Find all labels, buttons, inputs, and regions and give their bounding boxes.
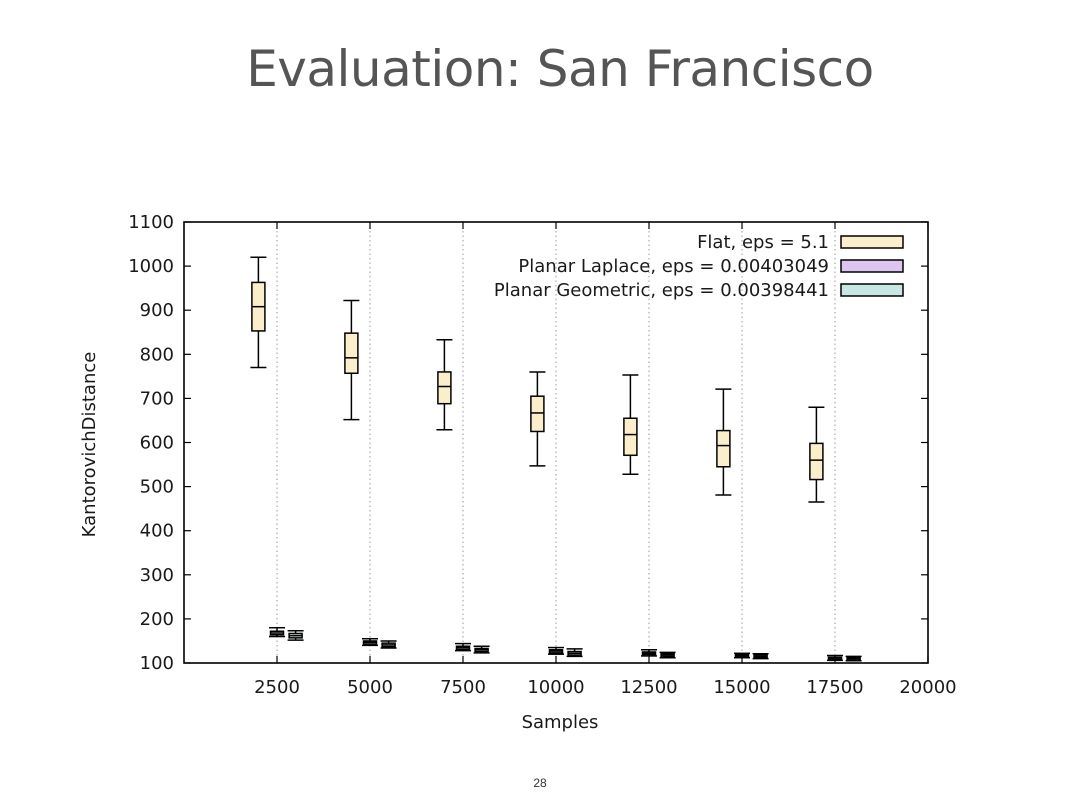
box (380, 640, 397, 649)
y-tick-label: 1000 (128, 256, 174, 277)
box (455, 642, 471, 652)
legend-item: Flat, eps = 5.1 (697, 232, 904, 253)
iqr-box (530, 395, 545, 433)
iqr-box (809, 442, 824, 481)
box (362, 637, 378, 647)
legend-item: Planar Geometric, eps = 0.00398441 (494, 280, 904, 301)
iqr-box (437, 371, 452, 405)
legend-label: Planar Geometric, eps = 0.00398441 (494, 280, 829, 301)
y-tick-label: 500 (140, 477, 174, 498)
box (715, 388, 732, 496)
iqr-box (716, 429, 731, 468)
slide-title: Evaluation: San Francisco (246, 40, 874, 98)
series-planar-laplace (269, 626, 843, 662)
box (845, 655, 862, 662)
legend-swatch (840, 259, 904, 273)
iqr-box (623, 417, 638, 457)
page-number: 28 (533, 776, 547, 790)
y-tick-label: 400 (140, 521, 174, 542)
legend-label: Planar Laplace, eps = 0.00403049 (518, 256, 829, 277)
y-tick-label: 100 (140, 653, 174, 674)
box (659, 651, 676, 659)
x-tick-label: 17500 (806, 677, 863, 698)
y-tick-label: 600 (140, 433, 174, 454)
plot-frame (183, 221, 929, 664)
legend-label: Flat, eps = 5.1 (697, 232, 829, 253)
y-tick-label: 900 (140, 300, 174, 321)
box (566, 648, 583, 658)
series-planar-geometric (287, 630, 862, 662)
y-tick-label: 800 (140, 344, 174, 365)
box (734, 652, 750, 659)
tick-labels: 2500 5000 7500 10000 12500 15000 17500 20000 100… (128, 212, 956, 698)
y-tick-label: 200 (140, 609, 174, 630)
iqr-box (344, 332, 359, 375)
y-tick-label: 1100 (128, 212, 174, 233)
x-tick-label: 7500 (440, 677, 486, 698)
grid-lines (276, 222, 836, 663)
legend-item: Planar Laplace, eps = 0.00403049 (518, 256, 904, 277)
x-tick-label: 20000 (899, 677, 956, 698)
legend-swatch (840, 235, 904, 249)
series-flat (250, 256, 825, 503)
y-tick-label: 700 (140, 388, 174, 409)
box (548, 646, 564, 655)
box (622, 374, 639, 476)
x-tick-label: 2500 (254, 677, 300, 698)
x-axis-title: Samples (522, 712, 599, 733)
box (529, 371, 546, 467)
box (250, 256, 267, 369)
x-tick-label: 15000 (713, 677, 770, 698)
box (473, 645, 490, 654)
box (808, 406, 825, 503)
box (343, 299, 360, 421)
box (436, 338, 453, 431)
legend-swatch (840, 283, 904, 297)
box-series (250, 256, 862, 662)
x-tick-label: 5000 (347, 677, 393, 698)
x-tick-label: 12500 (620, 677, 677, 698)
box (269, 626, 285, 638)
x-tick-label: 10000 (527, 677, 584, 698)
legend: Flat, eps = 5.1 Planar Laplace, eps = 0.0… (494, 232, 904, 301)
y-tick-label: 300 (140, 565, 174, 586)
y-axis-title: KantorovichDistance (79, 352, 100, 538)
box (752, 652, 769, 660)
box (827, 654, 843, 662)
box (641, 649, 657, 657)
box (287, 630, 304, 641)
